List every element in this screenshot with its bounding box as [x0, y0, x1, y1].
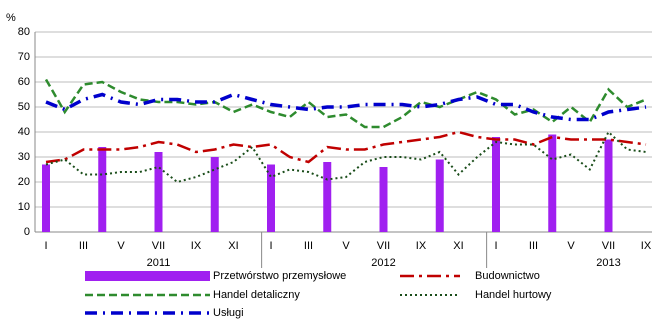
legend-swatch	[85, 271, 210, 281]
legend-label: Handel hurtowy	[475, 289, 552, 301]
x-tick-label: IX	[191, 240, 202, 252]
legend-label: Przetwórstwo przemysłowe	[213, 270, 346, 282]
legend-label: Usługi	[213, 307, 244, 319]
year-label: 2011	[147, 257, 171, 269]
legend-label: Budownictwo	[475, 270, 540, 282]
x-tick-label: XI	[228, 240, 238, 252]
y-tick-label: 70	[18, 51, 30, 63]
bar	[323, 162, 332, 232]
bar	[492, 137, 500, 232]
bar	[42, 164, 50, 232]
bar	[154, 152, 163, 232]
y-tick-label: 20	[18, 176, 30, 188]
year-label: 2012	[371, 257, 395, 269]
y-unit-label: %	[6, 12, 16, 24]
line-series	[45, 130, 647, 164]
y-tick-label: 40	[18, 126, 30, 138]
y-tick-label: 10	[18, 201, 30, 213]
x-tick-label: III	[304, 240, 313, 252]
x-tick-label: III	[529, 240, 538, 252]
bar	[548, 134, 557, 232]
y-tick-label: 60	[18, 76, 30, 88]
bar	[435, 159, 444, 232]
line-series	[45, 92, 647, 122]
legend-label: Handel detaliczny	[213, 289, 300, 301]
x-tick-label: I	[494, 240, 497, 252]
x-tick-label: IX	[641, 240, 652, 252]
x-tick-label: IX	[416, 240, 427, 252]
x-tick-label: III	[79, 240, 88, 252]
y-tick-label: 30	[18, 151, 30, 163]
y-tick-label: 80	[18, 26, 30, 38]
bar	[379, 167, 388, 232]
x-tick-label: VII	[602, 240, 615, 252]
bar	[210, 157, 219, 232]
y-tick-label: 50	[18, 101, 30, 113]
x-tick-label: I	[44, 240, 47, 252]
x-tick-label: VII	[152, 240, 165, 252]
year-label: 2013	[596, 257, 620, 269]
x-tick-label: V	[117, 240, 125, 252]
y-tick-label: 0	[24, 226, 30, 238]
x-tick-label: VII	[377, 240, 390, 252]
bar	[98, 147, 107, 232]
x-tick-label: I	[269, 240, 272, 252]
line-series	[44, 78, 647, 129]
x-tick-label: V	[342, 240, 350, 252]
line-series	[45, 130, 647, 184]
bar	[267, 164, 275, 232]
x-tick-label: V	[567, 240, 575, 252]
bar	[604, 139, 613, 232]
x-tick-label: XI	[453, 240, 463, 252]
